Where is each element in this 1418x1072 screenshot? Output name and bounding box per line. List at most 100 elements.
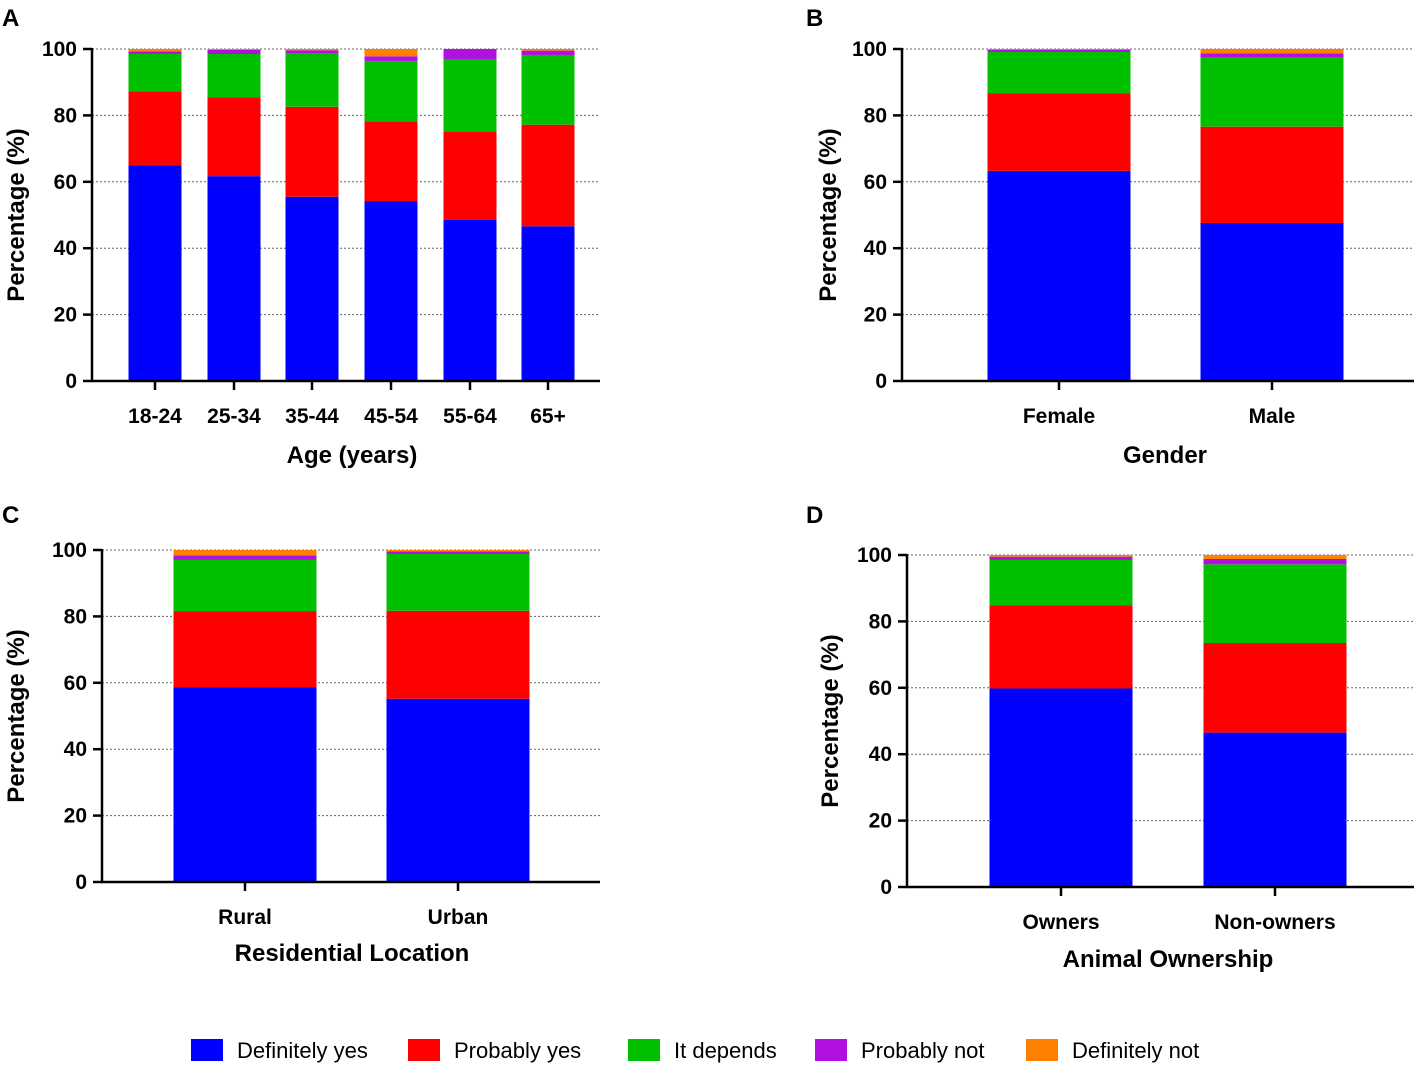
- legend-swatch: [628, 1039, 660, 1061]
- y-tick-label: 20: [54, 304, 77, 327]
- y-tick-label: 60: [864, 171, 887, 194]
- bar-segment: [1200, 57, 1344, 127]
- legend-swatch: [408, 1039, 440, 1061]
- bar-segment: [173, 611, 317, 688]
- bar-segment: [989, 688, 1133, 887]
- bar-segment: [364, 60, 418, 122]
- legend-item: Probably not: [815, 1038, 985, 1063]
- bar-segment: [285, 196, 339, 381]
- y-tick-label: 40: [54, 237, 77, 260]
- y-tick-label: 20: [864, 304, 887, 327]
- bar-segment: [1200, 49, 1344, 54]
- bar-segment: [386, 553, 530, 611]
- bar-segment: [173, 550, 317, 556]
- bar-segment: [207, 97, 261, 177]
- x-tick-label: Male: [1249, 405, 1296, 428]
- y-tick-label: 60: [869, 677, 892, 700]
- x-tick-label: Owners: [1022, 911, 1099, 934]
- x-tick-label: 55-64: [443, 405, 497, 428]
- bar-segment: [364, 121, 418, 202]
- bar-segment: [1203, 642, 1347, 733]
- y-tick-label: 80: [869, 610, 892, 633]
- bar-segment: [285, 106, 339, 197]
- legend-label: Definitely yes: [237, 1038, 368, 1063]
- bar-segment: [443, 59, 497, 132]
- bar-segment: [1200, 126, 1344, 223]
- bar-segment: [987, 93, 1131, 171]
- legend-swatch: [1026, 1039, 1058, 1061]
- legend-item: Definitely not: [1026, 1038, 1199, 1063]
- x-axis-title: Gender: [1123, 442, 1207, 469]
- y-tick-label: 0: [65, 370, 77, 393]
- bar-segment: [987, 51, 1131, 94]
- y-tick-label: 80: [864, 104, 887, 127]
- panel-letter: A: [2, 5, 19, 32]
- y-tick-label: 40: [64, 738, 87, 761]
- bar-segment: [521, 124, 575, 227]
- x-tick-label: 65+: [530, 405, 566, 428]
- y-tick-label: 40: [864, 237, 887, 260]
- legend-label: It depends: [674, 1038, 777, 1063]
- y-axis-title: Percentage (%): [817, 634, 844, 807]
- y-tick-label: 0: [75, 871, 87, 894]
- x-tick-label: 45-54: [364, 405, 418, 428]
- y-axis-title: Percentage (%): [815, 128, 842, 301]
- bar-segment: [989, 556, 1133, 560]
- bar-segment: [128, 51, 182, 54]
- bar-segment: [128, 165, 182, 381]
- bar-segment: [521, 50, 575, 55]
- y-tick-label: 60: [54, 171, 77, 194]
- panel-b: 0 20 40 60 80 100 Female Male Gender Percentage (…: [806, 5, 1414, 469]
- legend-label: Probably not: [861, 1038, 985, 1063]
- bar-segment: [386, 698, 530, 882]
- legend: Definitely yes Probably yes It depends Prob…: [191, 1038, 1199, 1063]
- panel-letter: B: [806, 5, 823, 32]
- x-tick-label: 25-34: [207, 405, 261, 428]
- y-tick-label: 80: [54, 104, 77, 127]
- bar-segment: [521, 226, 575, 381]
- bar-segment: [1203, 555, 1347, 559]
- x-axis-title: Age (years): [287, 442, 418, 469]
- y-axis-title: Percentage (%): [3, 128, 30, 301]
- legend-swatch: [191, 1039, 223, 1061]
- y-tick-label: 40: [869, 743, 892, 766]
- panel-c: 0 20 40 60 80 100 Rural Urban Residential Locati…: [2, 502, 600, 967]
- bar-segment: [443, 219, 497, 381]
- bar-segment: [521, 49, 575, 51]
- y-tick-label: 0: [875, 370, 887, 393]
- panel-d: 0 20 40 60 80 100 Owners Non-owners Animal Owner…: [806, 502, 1414, 973]
- legend-item: Definitely yes: [191, 1038, 368, 1063]
- bar-segment: [1203, 558, 1347, 565]
- x-tick-label: 18-24: [128, 405, 182, 428]
- y-tick-label: 60: [64, 672, 87, 695]
- bar-segment: [1200, 53, 1344, 58]
- bar-segment: [285, 50, 339, 53]
- bar-segment: [173, 555, 317, 560]
- y-tick-label: 100: [852, 38, 887, 61]
- bar-segment: [364, 49, 418, 57]
- legend-item: Probably yes: [408, 1038, 581, 1063]
- bar-segment: [207, 53, 261, 98]
- bar-segment: [521, 54, 575, 125]
- bar-segment: [1203, 732, 1347, 887]
- y-tick-label: 100: [42, 38, 77, 61]
- bar-segment: [1203, 564, 1347, 643]
- bar-segment: [386, 550, 530, 552]
- y-tick-label: 80: [64, 605, 87, 628]
- bar-segment: [128, 91, 182, 166]
- x-tick-label: Rural: [218, 906, 272, 929]
- bar-segment: [386, 551, 530, 554]
- y-tick-label: 0: [880, 876, 892, 899]
- bar-segment: [989, 559, 1133, 606]
- bar-segment: [207, 49, 261, 54]
- y-tick-label: 20: [869, 810, 892, 833]
- panel-letter: C: [2, 502, 19, 529]
- bar-segment: [386, 610, 530, 699]
- bar-segment: [173, 559, 317, 612]
- bar-segment: [989, 555, 1133, 557]
- bar-segment: [173, 687, 317, 882]
- y-tick-label: 100: [52, 539, 87, 562]
- bar-segment: [443, 49, 497, 60]
- bar-segment: [128, 49, 182, 52]
